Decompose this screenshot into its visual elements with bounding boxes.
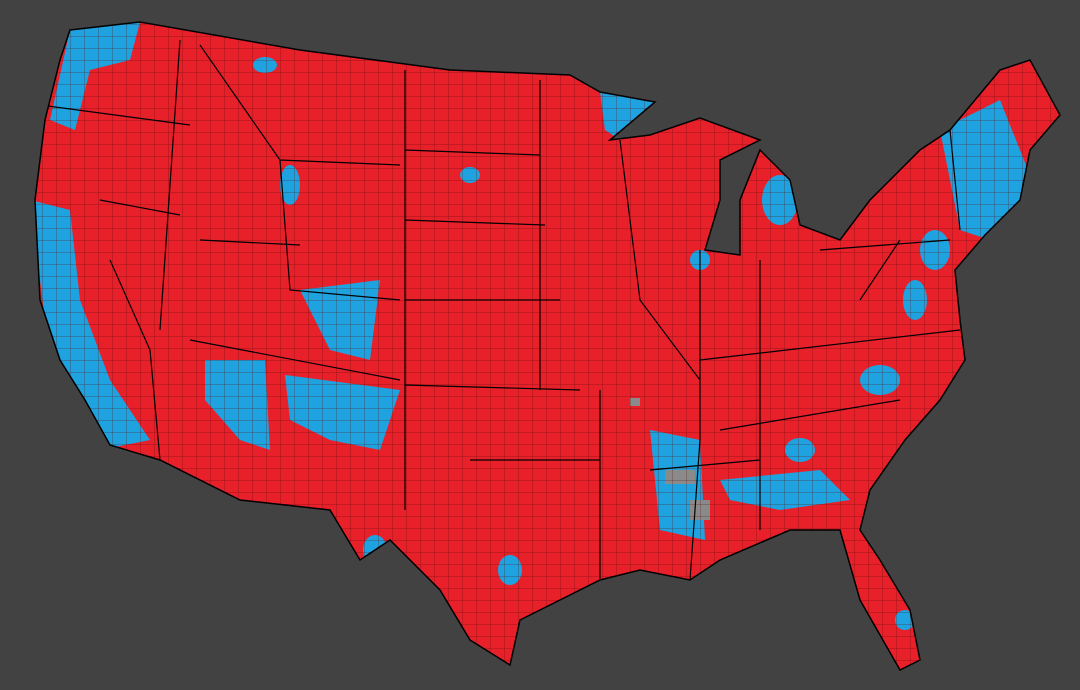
state-borders [39,39,961,581]
national-outline [34,21,1061,671]
